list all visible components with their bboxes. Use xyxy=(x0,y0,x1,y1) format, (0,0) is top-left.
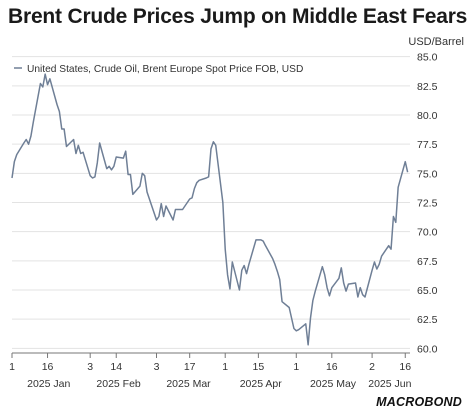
y-tick-label: 80.0 xyxy=(417,110,438,122)
x-tick-label: 16 xyxy=(326,361,338,373)
x-month-label: 2025 Apr xyxy=(240,378,283,390)
y-tick-label: 62.5 xyxy=(417,314,438,326)
x-tick-label: 16 xyxy=(399,361,411,373)
x-month-label: 2025 Jan xyxy=(27,378,70,390)
y-tick-label: 70.0 xyxy=(417,227,438,239)
y-tick-label: 75.0 xyxy=(417,168,438,180)
y-tick-label: 82.5 xyxy=(417,81,438,93)
x-tick-label: 3 xyxy=(87,361,93,373)
y-tick-label: 67.5 xyxy=(417,256,438,268)
legend: United States, Crude Oil, Brent Europe S… xyxy=(14,64,303,75)
y-axis-unit-label: USD/Barrel xyxy=(408,36,464,48)
x-tick-label: 1 xyxy=(222,361,228,373)
macrobond-logo: MACROBOND xyxy=(376,395,462,409)
x-month-label: 2025 May xyxy=(310,378,357,390)
x-tick-label: 15 xyxy=(253,361,265,373)
x-tick-label: 17 xyxy=(184,361,196,373)
x-month-label: 2025 Feb xyxy=(96,378,141,390)
x-month-label: 2025 Jun xyxy=(368,378,411,390)
brent-price-line xyxy=(11,73,409,346)
x-tick-label: 1 xyxy=(9,361,15,373)
y-tick-label: 72.5 xyxy=(417,198,438,210)
x-tick-label: 16 xyxy=(42,361,54,373)
y-tick-label: 77.5 xyxy=(417,139,438,151)
x-tick-label: 2 xyxy=(369,361,375,373)
x-tick-label: 1 xyxy=(293,361,299,373)
x-month-label: 2025 Mar xyxy=(166,378,211,390)
legend-label: United States, Crude Oil, Brent Europe S… xyxy=(27,64,303,75)
x-tick-label: 14 xyxy=(110,361,122,373)
x-tick-label: 3 xyxy=(154,361,160,373)
chart-title: Brent Crude Prices Jump on Middle East F… xyxy=(8,5,468,28)
y-tick-label: 60.0 xyxy=(417,343,438,355)
y-tick-label: 65.0 xyxy=(417,285,438,297)
y-tick-label: 85.0 xyxy=(417,52,438,64)
